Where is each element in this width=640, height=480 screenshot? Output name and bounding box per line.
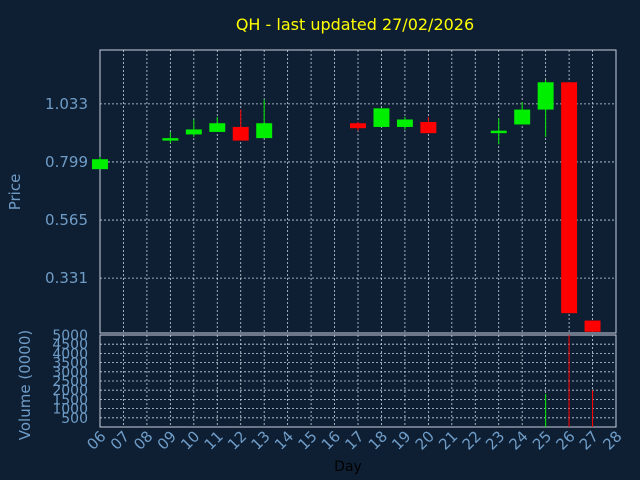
x-tick-label: 09 (154, 427, 180, 453)
x-tick-label: 06 (83, 427, 109, 453)
price-tick-label: 0.799 (45, 153, 88, 171)
candle-body (162, 138, 179, 141)
candle-body (490, 130, 507, 134)
x-tick-label: 18 (365, 427, 391, 453)
volume-tick-label: 2000 (52, 383, 88, 399)
candle-body (537, 82, 554, 110)
price-panel: 0.331 0.565 0.799 1.033 (45, 49, 617, 334)
candle-body (514, 109, 531, 125)
x-tick-label: 15 (294, 427, 320, 453)
price-axis-label: Price (6, 174, 24, 211)
x-tick-label: 22 (459, 427, 485, 453)
x-tick-label: 07 (107, 427, 133, 453)
x-tick-label: 11 (201, 427, 227, 453)
candle-body (92, 159, 108, 170)
x-tick-label: 17 (341, 427, 367, 453)
x-tick-label: 13 (248, 427, 274, 453)
volume-tick-label: 3500 (52, 356, 88, 372)
price-tick-label: 0.331 (45, 269, 88, 287)
x-tick-label: 25 (529, 427, 555, 453)
volume-tick-label: 2500 (52, 374, 88, 390)
x-tick-label: 14 (271, 427, 297, 453)
x-tick-label: 26 (552, 427, 578, 453)
candle-body (256, 123, 273, 139)
x-tick-label: 19 (388, 427, 414, 453)
volume-tick-label: 4000 (52, 346, 88, 362)
candle-body (561, 82, 578, 314)
chart-title: QH - last updated 27/02/2026 (236, 15, 474, 34)
x-tick-label: 08 (130, 427, 156, 453)
volume-tick-label: 500 (61, 411, 88, 427)
volume-tick-label: 5000 (52, 328, 88, 344)
x-tick-label: 10 (177, 427, 203, 453)
candle-body (396, 119, 413, 127)
volume-tick-label: 1500 (52, 392, 88, 408)
candle-body (420, 121, 437, 134)
x-axis-label: Day (334, 459, 362, 475)
candle-body (209, 123, 226, 132)
volume-tick-label: 1000 (52, 402, 88, 418)
candle-body (185, 129, 202, 135)
x-axis: 0607080910111213141516171819202122232425… (83, 427, 625, 453)
x-tick-label: 21 (435, 427, 461, 453)
x-tick-label: 28 (599, 427, 625, 453)
candle-body (584, 320, 601, 332)
x-tick-label: 12 (224, 427, 250, 453)
x-tick-label: 23 (482, 427, 508, 453)
price-tick-label: 0.565 (45, 211, 88, 229)
volume-tick-label: 4500 (52, 337, 88, 353)
x-tick-label: 16 (318, 427, 344, 453)
candle-body (350, 123, 366, 129)
candle-body (232, 126, 249, 141)
volume-tick-label: 3000 (52, 365, 88, 381)
price-tick-label: 1.033 (45, 95, 88, 113)
x-tick-label: 27 (576, 427, 602, 453)
volume-axis-label: Volume (0000) (16, 330, 34, 440)
candle-body (373, 108, 390, 127)
x-tick-label: 24 (506, 427, 532, 453)
x-tick-label: 20 (412, 427, 438, 453)
